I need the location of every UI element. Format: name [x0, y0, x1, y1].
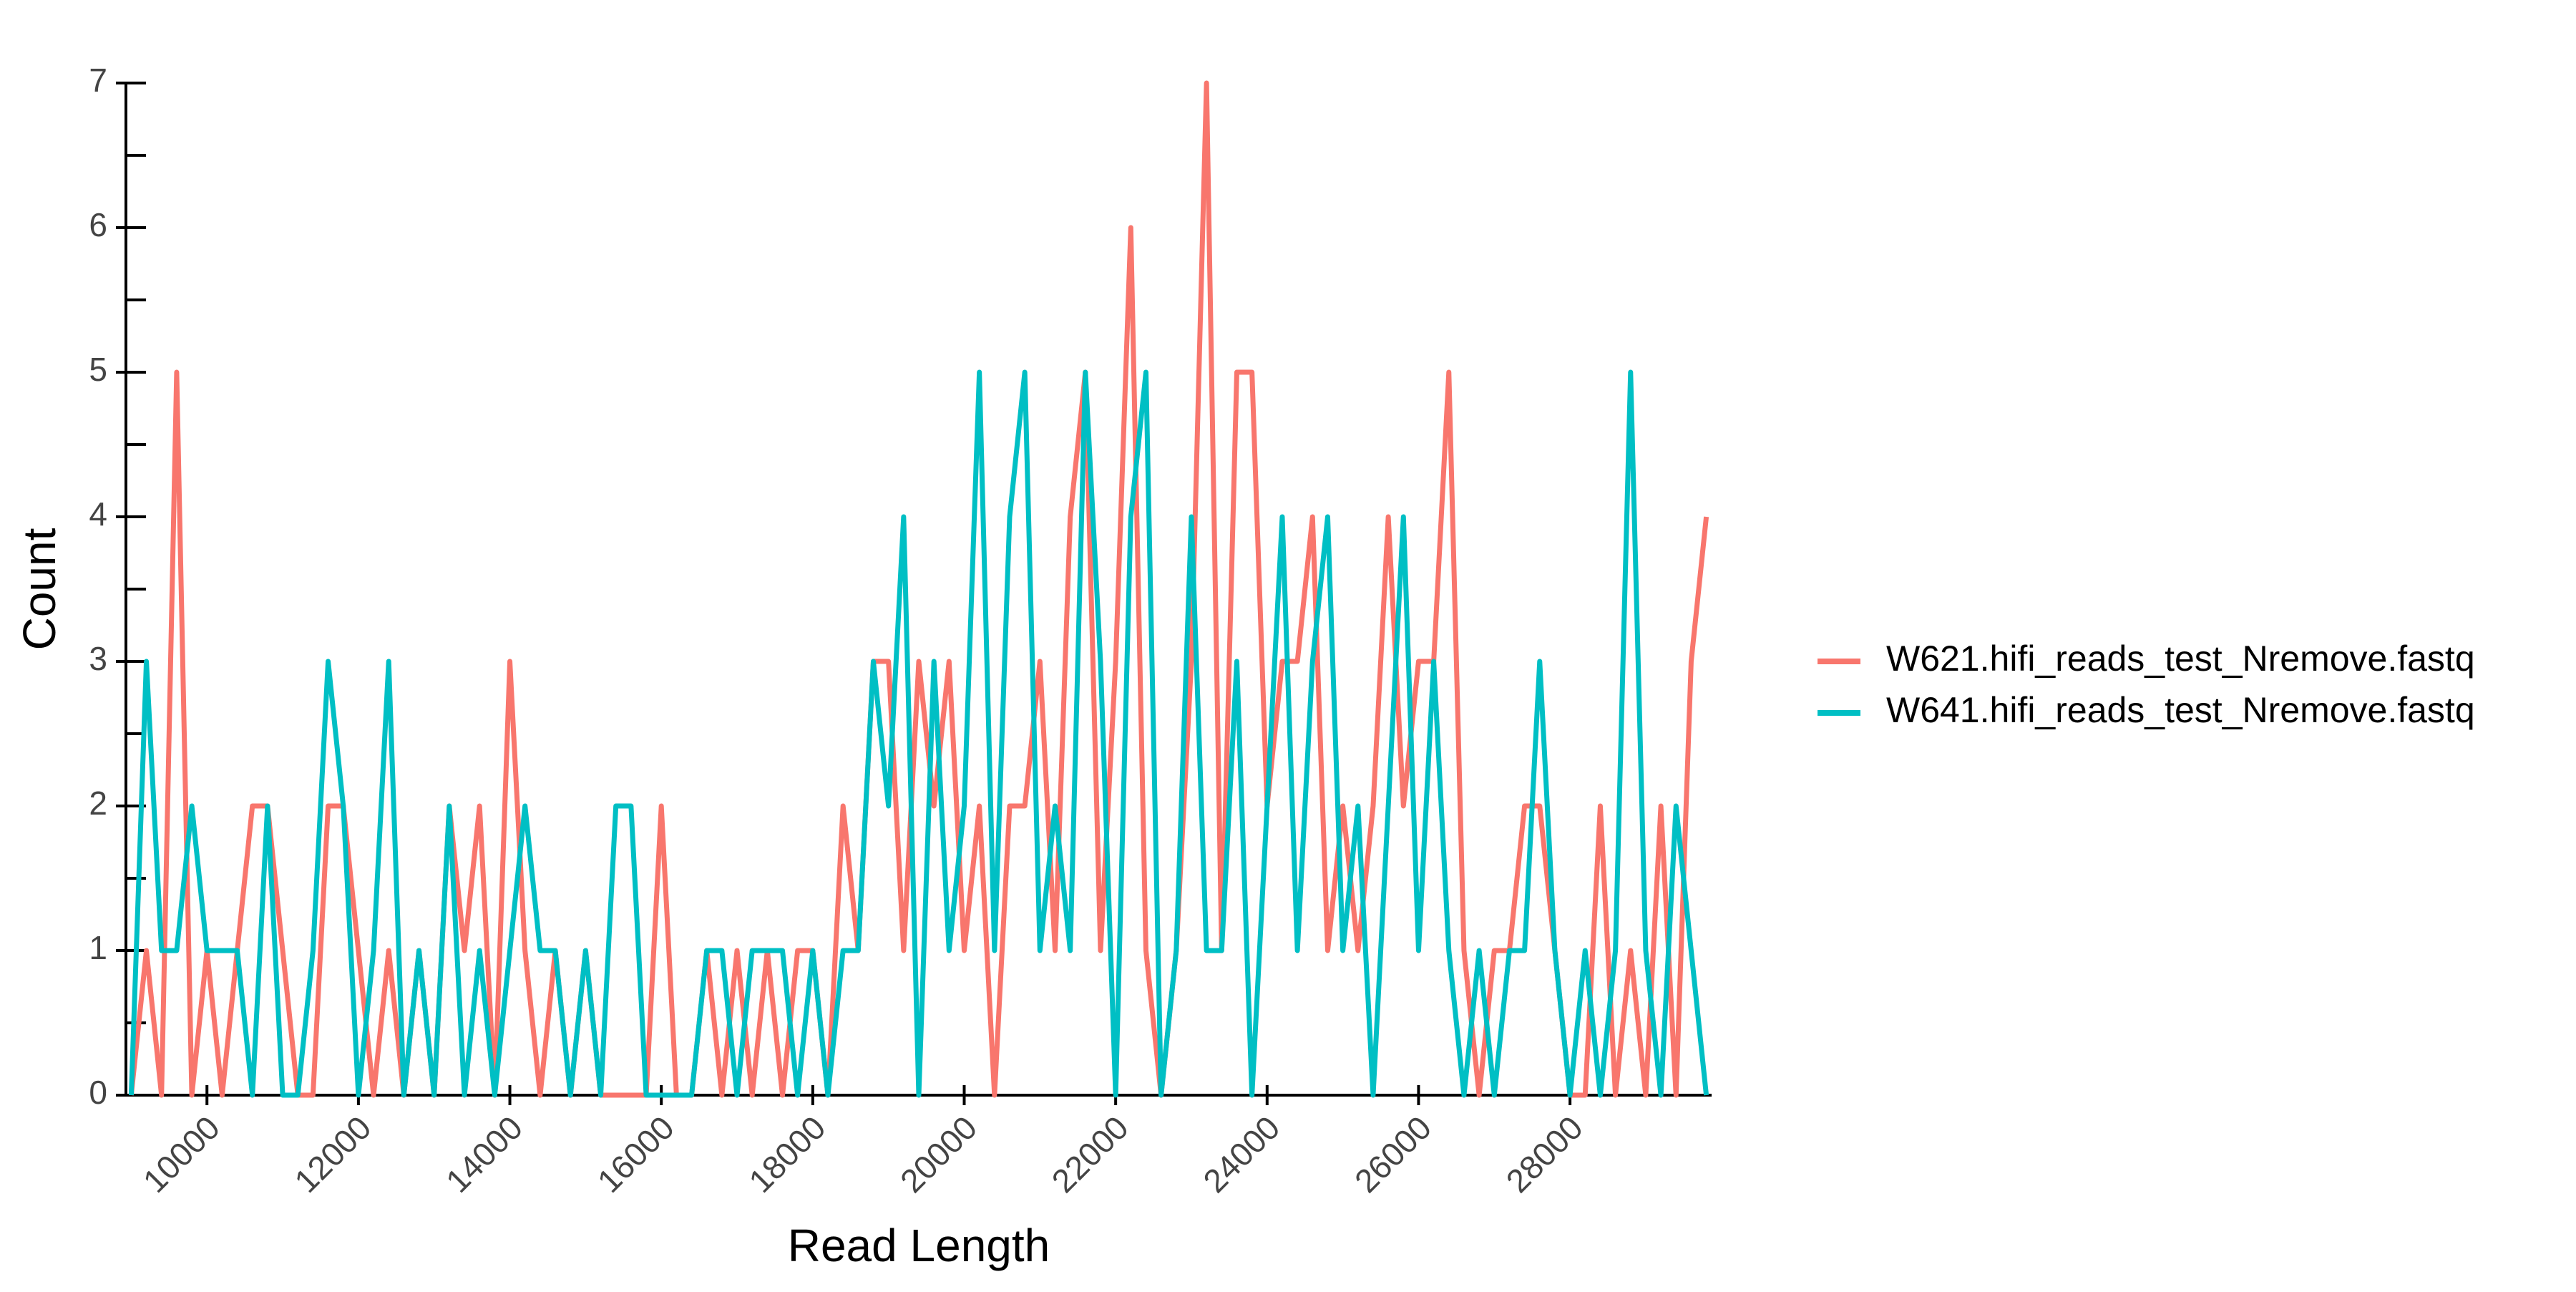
- x-tick-label: 24000: [1196, 1109, 1287, 1200]
- y-tick-label: 7: [89, 62, 107, 99]
- x-axis-title: Read Length: [788, 1220, 1050, 1271]
- y-tick-label: 6: [89, 206, 107, 243]
- x-tick-label: 18000: [741, 1109, 832, 1200]
- y-tick-label: 5: [89, 351, 107, 388]
- x-tick-label: 20000: [893, 1109, 984, 1200]
- legend-label: W621.hifi_reads_test_Nremove.fastq: [1886, 638, 2475, 679]
- y-tick-label: 0: [89, 1074, 107, 1111]
- series-line: [128, 80, 1709, 1098]
- x-tick-label: 10000: [136, 1109, 227, 1200]
- y-axis-title: Count: [14, 528, 65, 650]
- series-line: [128, 369, 1709, 1098]
- legend-label: W641.hifi_reads_test_Nremove.fastq: [1886, 690, 2475, 730]
- y-tick-label: 4: [89, 495, 107, 533]
- y-tick-label: 1: [89, 929, 107, 966]
- x-tick-label: 22000: [1045, 1109, 1136, 1200]
- x-tick-label: 16000: [590, 1109, 681, 1200]
- x-tick-label: 14000: [439, 1109, 530, 1200]
- y-tick-label: 3: [89, 640, 107, 677]
- y-tick-label: 2: [89, 785, 107, 822]
- x-tick-label: 28000: [1499, 1109, 1590, 1200]
- x-tick-label: 26000: [1347, 1109, 1438, 1200]
- x-tick-label: 12000: [287, 1109, 378, 1200]
